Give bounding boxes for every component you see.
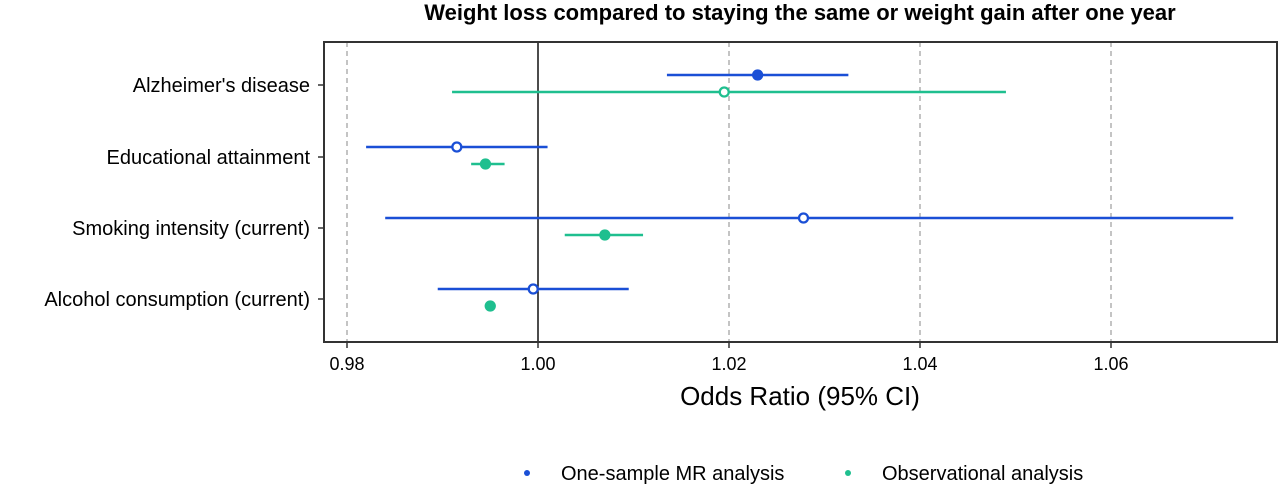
category-label: Smoking intensity (current) xyxy=(72,218,310,240)
category-label: Educational attainment xyxy=(107,147,311,169)
x-tick-label: 0.98 xyxy=(329,354,364,374)
legend-label: One-sample MR analysis xyxy=(561,463,784,485)
series-layer xyxy=(366,69,1234,312)
point-estimate xyxy=(451,141,463,153)
point-estimate xyxy=(527,283,539,295)
legend-label: Observational analysis xyxy=(882,463,1083,485)
chart-title: Weight loss compared to staying the same… xyxy=(424,0,1176,25)
point-estimate xyxy=(718,86,730,98)
x-tick-label: 1.06 xyxy=(1093,354,1128,374)
x-axis-title: Odds Ratio (95% CI) xyxy=(680,381,920,411)
plot-frame xyxy=(323,41,1278,343)
category-label: Alzheimer's disease xyxy=(133,75,310,97)
legend-marker xyxy=(524,470,530,476)
point-estimate xyxy=(479,158,492,170)
y-tick-layer: Alzheimer's disease Educational attainmen… xyxy=(44,75,324,311)
grid-layer xyxy=(346,42,1112,342)
point-estimate xyxy=(484,300,496,312)
x-tick-label: 1.02 xyxy=(711,354,746,374)
point-estimate xyxy=(752,69,764,81)
point-estimate xyxy=(797,212,810,224)
legend: One-sample MR analysis Observational anal… xyxy=(524,463,1083,485)
x-tick-label: 1.00 xyxy=(520,354,555,374)
x-tick-layer: 0.98 1.00 1.02 1.04 1.06 xyxy=(329,342,1129,374)
x-tick-label: 1.04 xyxy=(902,354,937,374)
legend-marker xyxy=(845,470,851,476)
point-estimate xyxy=(599,229,611,241)
category-label: Alcohol consumption (current) xyxy=(44,289,310,311)
